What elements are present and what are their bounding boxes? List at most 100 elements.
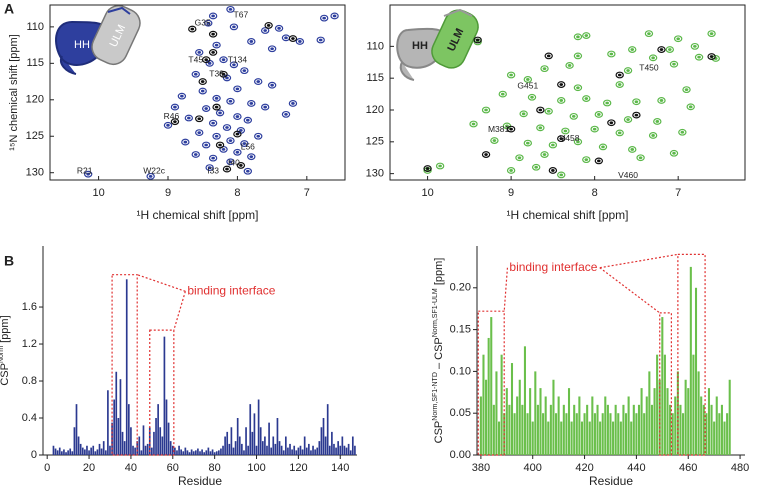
peak-contour [228, 7, 233, 11]
peak-contour [211, 14, 215, 18]
peak-contour [551, 143, 555, 147]
annotation-pointer [173, 291, 186, 331]
peak-contour [425, 167, 430, 170]
peak [205, 164, 214, 172]
bar [71, 451, 74, 455]
peak [274, 24, 284, 32]
peak [201, 141, 211, 149]
bar [251, 431, 254, 455]
bar [720, 404, 723, 455]
bar [140, 450, 143, 455]
peak-contour [526, 141, 530, 145]
peak-contour [228, 99, 233, 103]
peak [636, 154, 645, 162]
bar [630, 421, 633, 455]
y-tick-label: 0.15 [450, 324, 471, 336]
bar [318, 441, 321, 455]
peak-contour [226, 158, 235, 166]
peak-contour [615, 71, 624, 79]
peak [615, 71, 624, 79]
peak-contour [665, 46, 675, 53]
peak-contour [540, 151, 549, 158]
peak-contour [215, 141, 225, 149]
peak-contour [567, 64, 572, 67]
bar [119, 379, 122, 455]
y-tick-label: 0 [31, 449, 37, 461]
peak [544, 52, 553, 60]
bar [161, 436, 164, 455]
bar [718, 413, 721, 455]
bar [316, 447, 319, 455]
peak-contour [709, 55, 714, 58]
peak-contour [263, 29, 267, 32]
peak [181, 138, 190, 146]
peak-contour [557, 97, 566, 104]
peak-contour [672, 151, 676, 155]
peak-contour [655, 120, 660, 123]
bar [94, 451, 97, 455]
bar [645, 396, 648, 455]
peak-contour [540, 65, 549, 73]
peak-contour [197, 131, 202, 135]
peak-contour [170, 103, 180, 111]
bar [65, 452, 67, 455]
peak-contour [651, 56, 655, 60]
x-tick-label: 380 [472, 462, 490, 474]
peak-contour [597, 113, 601, 116]
peak [243, 167, 253, 175]
bar [234, 441, 237, 455]
annotation: binding interface [509, 260, 597, 274]
bar [715, 396, 718, 455]
peak-contour [243, 116, 253, 124]
peak-contour [211, 121, 215, 125]
peak-label: V458 [560, 133, 580, 143]
bar [259, 427, 262, 455]
bar [588, 421, 591, 455]
bar [684, 379, 687, 455]
peak-contour [557, 135, 566, 143]
bar [521, 404, 524, 455]
bar [500, 354, 503, 455]
peak [544, 107, 553, 115]
bar [266, 445, 268, 455]
bar [178, 445, 180, 455]
peak-contour [148, 174, 153, 178]
bar [526, 413, 529, 455]
peak-contour [506, 71, 516, 79]
peak-label: I40 [228, 157, 240, 167]
peak [267, 45, 277, 53]
peak-contour [517, 156, 522, 160]
bar [243, 450, 245, 455]
bar [339, 445, 342, 455]
peak-contour [218, 111, 222, 115]
peak-contour [204, 143, 208, 147]
annotation-pointer [599, 267, 661, 314]
peak-contour [630, 148, 635, 151]
bar [67, 450, 69, 455]
bar [276, 418, 279, 455]
peak-contour [219, 56, 228, 64]
peak [498, 90, 507, 98]
peak-contour [236, 162, 246, 169]
peak-contour [86, 172, 90, 176]
bar [627, 396, 630, 455]
bar [583, 413, 586, 455]
peak-contour [195, 48, 204, 56]
bar [54, 448, 57, 455]
peak-contour [542, 67, 547, 71]
x-tick-label: 20 [83, 462, 95, 474]
bar [333, 443, 335, 455]
peak-contour [242, 142, 247, 145]
peak-contour [298, 40, 302, 43]
peak-contour [247, 153, 256, 161]
peak-contour [576, 86, 580, 90]
bar [115, 371, 118, 455]
bar [492, 404, 495, 455]
peak [519, 110, 528, 118]
peak-contour [628, 146, 637, 153]
bar [542, 413, 545, 455]
peak-contour [527, 93, 537, 101]
peak [226, 97, 235, 105]
bar [182, 451, 185, 455]
bar [705, 413, 708, 455]
